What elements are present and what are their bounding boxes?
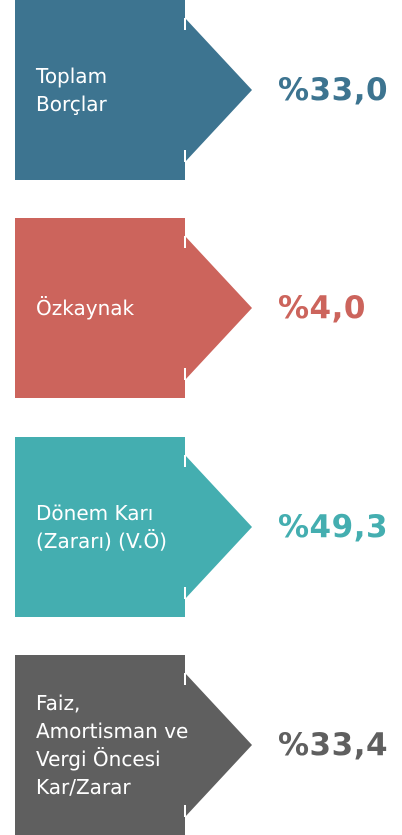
arrow-shape bbox=[15, 437, 252, 617]
label-line: Amortisman ve bbox=[36, 719, 189, 743]
item-label: Dönem Karı (Zararı) (V.Ö) bbox=[36, 437, 236, 617]
item-value: %33,4 bbox=[278, 727, 389, 763]
item-label: Toplam Borçlar bbox=[36, 0, 236, 180]
item-value: %33,0 bbox=[278, 72, 389, 108]
arrow-fill bbox=[15, 0, 252, 180]
info-item: Dönem Karı (Zararı) (V.Ö) %49,3 bbox=[0, 437, 402, 617]
label-line: Faiz, bbox=[36, 691, 81, 715]
info-item: Özkaynak %4,0 bbox=[0, 218, 402, 398]
item-value: %49,3 bbox=[278, 509, 389, 545]
arrow-shape bbox=[15, 218, 252, 398]
label-line: Kar/Zarar bbox=[36, 775, 131, 799]
item-value: %4,0 bbox=[278, 290, 366, 326]
label-line: (Zararı) (V.Ö) bbox=[36, 529, 167, 553]
label-line: Toplam bbox=[36, 64, 108, 88]
arrow-fill bbox=[15, 655, 252, 835]
arrow-fill bbox=[15, 218, 252, 398]
arrow-shape bbox=[15, 0, 252, 180]
info-item: Toplam Borçlar %33,0 bbox=[0, 0, 402, 180]
label-line: Dönem Karı bbox=[36, 501, 154, 525]
item-label: Özkaynak bbox=[36, 218, 236, 398]
arrow-fill bbox=[15, 437, 252, 617]
label-line: Özkaynak bbox=[36, 296, 135, 320]
item-label: Faiz, Amortisman ve Vergi Öncesi Kar/Zarar bbox=[36, 655, 236, 835]
label-line: Borçlar bbox=[36, 92, 107, 116]
label-line: Vergi Öncesi bbox=[36, 747, 161, 771]
info-item: Faiz, Amortisman ve Vergi Öncesi Kar/Zarar%… bbox=[0, 655, 402, 835]
arrow-shape bbox=[15, 655, 252, 835]
